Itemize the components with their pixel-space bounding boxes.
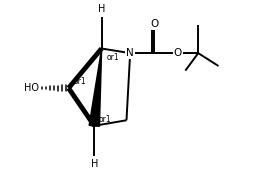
Text: N: N	[126, 48, 134, 58]
Text: H: H	[91, 159, 98, 169]
Text: HO: HO	[24, 83, 39, 93]
Text: O: O	[150, 19, 158, 29]
Text: H: H	[98, 4, 105, 14]
Text: or1: or1	[106, 53, 119, 62]
Text: or1: or1	[99, 115, 111, 124]
Polygon shape	[89, 49, 102, 126]
Text: O: O	[174, 48, 182, 58]
Text: or1: or1	[73, 77, 86, 86]
